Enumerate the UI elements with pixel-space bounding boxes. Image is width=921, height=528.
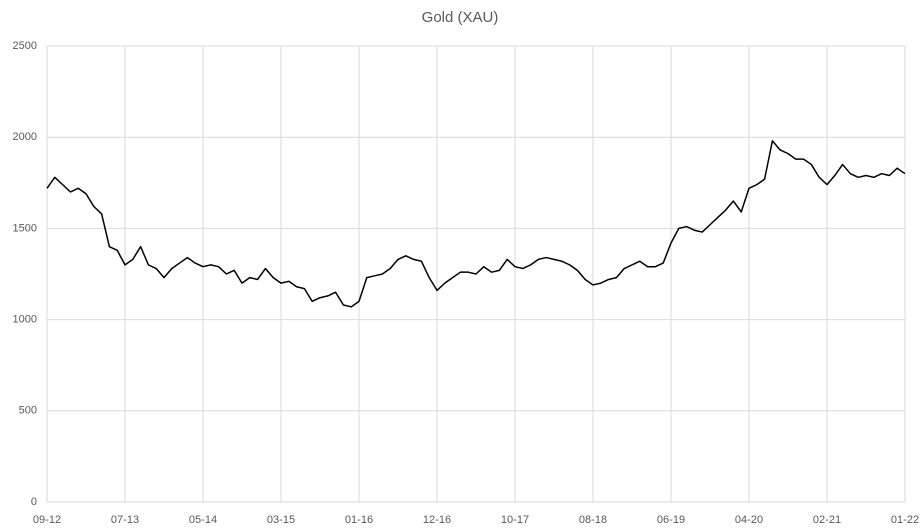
y-tick-label: 500 [19,405,37,417]
x-tick-label: 10-17 [501,514,529,526]
x-tick-label: 05-14 [189,514,217,526]
y-tick-label: 2500 [13,40,37,52]
x-tick-label: 06-19 [657,514,685,526]
chart-title: Gold (XAU) [422,9,499,26]
y-tick-label: 2000 [13,131,37,143]
y-tick-label: 1000 [13,314,37,326]
price-line [46,140,906,308]
x-tick-label: 04-20 [735,514,763,526]
y-tick-label: 1500 [13,222,37,234]
y-tick-label: 0 [31,496,37,508]
x-tick-label: 01-22 [891,514,919,526]
x-tick-label: 07-13 [111,514,139,526]
x-tick-label: 01-16 [345,514,373,526]
x-tick-label: 02-21 [813,514,841,526]
x-tick-label: 12-16 [423,514,451,526]
x-tick-label: 08-18 [579,514,607,526]
x-tick-label: 09-12 [33,514,61,526]
x-tick-label: 03-15 [267,514,295,526]
